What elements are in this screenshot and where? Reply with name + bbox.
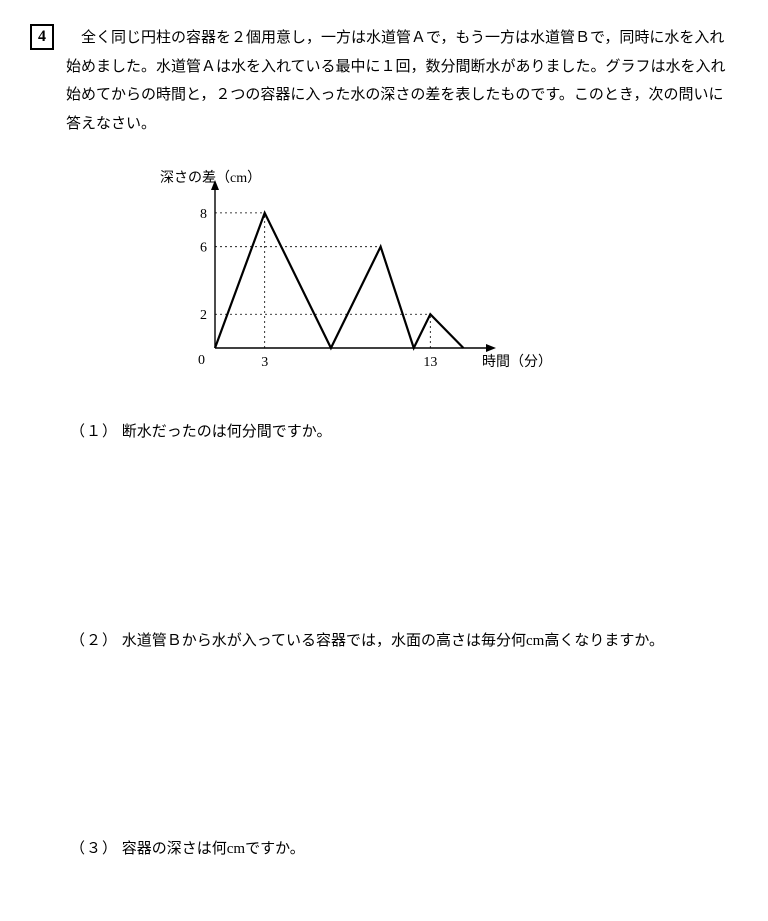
- depth-difference-chart: 2 6 8 0 3 13 深さの差（cm） 時間（分）: [150, 168, 738, 378]
- svg-text:深さの差（cm）: 深さの差（cm）: [160, 170, 261, 186]
- svg-text:2: 2: [200, 308, 207, 323]
- problem-statement: 全く同じ円柱の容器を２個用意し，一方は水道管Ａで，もう一方は水道管Ｂで，同時に水…: [66, 24, 738, 138]
- question-3-number: （３）: [70, 841, 118, 857]
- svg-text:8: 8: [200, 207, 207, 222]
- svg-text:3: 3: [261, 355, 268, 370]
- question-2-text: 水道管Ｂから水が入っている容器では，水面の高さは毎分何cm高くなりますか。: [122, 633, 664, 649]
- question-2: （２） 水道管Ｂから水が入っている容器では，水面の高さは毎分何cm高くなりますか…: [70, 627, 738, 656]
- question-1-number: （１）: [70, 424, 118, 440]
- svg-text:6: 6: [200, 241, 207, 256]
- question-3-text: 容器の深さは何cmですか。: [122, 841, 305, 857]
- svg-text:0: 0: [198, 353, 205, 368]
- svg-text:13: 13: [423, 355, 437, 370]
- question-1-text: 断水だったのは何分間ですか。: [122, 424, 332, 440]
- question-3: （３） 容器の深さは何cmですか。: [70, 835, 738, 864]
- problem-number: 4: [30, 24, 54, 50]
- svg-text:時間（分）: 時間（分）: [482, 354, 550, 370]
- question-2-number: （２）: [70, 633, 118, 649]
- question-1: （１） 断水だったのは何分間ですか。: [70, 418, 738, 447]
